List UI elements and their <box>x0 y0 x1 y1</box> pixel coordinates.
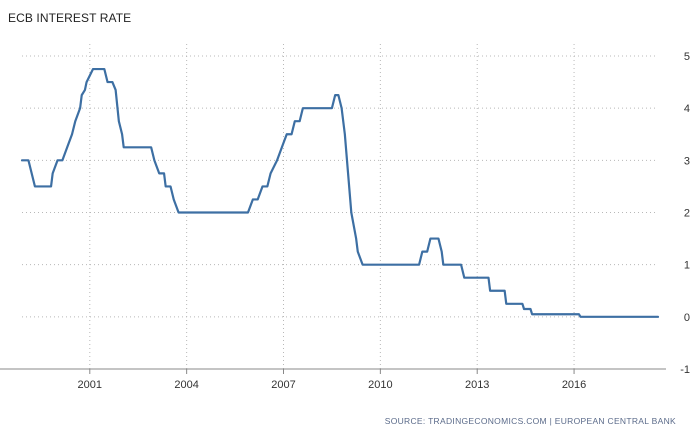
series-line <box>20 67 660 318</box>
y-tick-label: 4 <box>684 103 690 115</box>
series-layer <box>20 67 660 318</box>
source-note: SOURCE: TRADINGECONOMICS.COM | EUROPEAN … <box>384 416 676 426</box>
chart-title: ECB INTEREST RATE <box>8 11 132 25</box>
x-tick-label: 2004 <box>174 379 198 391</box>
y-tick-label: 0 <box>684 312 690 324</box>
y-tick-label: -1 <box>680 364 690 376</box>
x-tick-label: 2007 <box>271 379 295 391</box>
x-tick-label: 2016 <box>562 379 586 391</box>
y-tick-label: 3 <box>684 155 690 167</box>
tick-labels: -1 0 1 2 3 4 5 2001 2004 2007 2010 2013 2016 <box>78 51 690 391</box>
gridlines <box>22 44 658 369</box>
x-tick-label: 2010 <box>368 379 392 391</box>
axes <box>0 368 666 374</box>
x-tick-label: 2001 <box>78 379 102 391</box>
x-tick-label: 2013 <box>465 379 489 391</box>
y-tick-label: 5 <box>684 51 690 63</box>
y-tick-label: 2 <box>684 208 690 220</box>
y-tick-label: 1 <box>684 260 690 272</box>
